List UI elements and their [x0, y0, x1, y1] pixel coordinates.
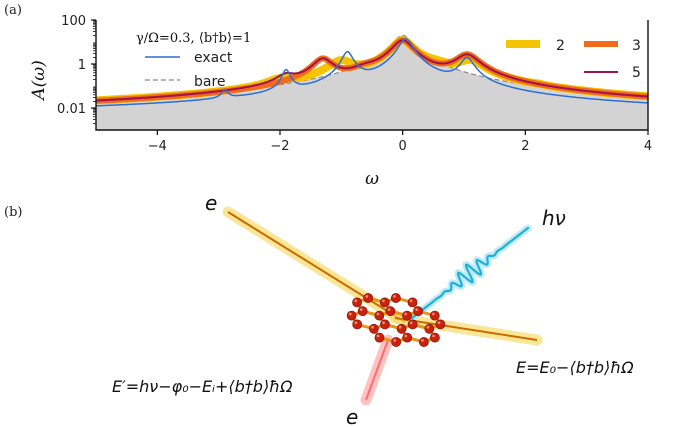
legend-exact: exact	[194, 50, 233, 66]
atom-highlight	[371, 325, 374, 329]
panel-b-label: (b)	[4, 205, 22, 220]
legend-bare: bare	[194, 74, 226, 90]
y-axis-label: A(ω)	[29, 60, 49, 101]
axes: −4 −2 0 2 4 0.01 1 100	[57, 14, 652, 154]
y-tick-label: 100	[61, 14, 86, 29]
atom-highlight	[348, 312, 352, 316]
atom-highlight	[409, 321, 413, 325]
atom-highlight	[398, 325, 402, 329]
atom-highlight	[421, 339, 424, 342]
axes-frame	[95, 20, 649, 131]
y-tick-label: 1	[78, 58, 86, 73]
atom-highlight	[432, 334, 435, 338]
lattice-atom	[424, 323, 435, 334]
series-bare-fill	[96, 35, 648, 130]
electron-out-label: e	[346, 405, 358, 427]
lattice-atom	[413, 306, 424, 317]
legend-3: 3	[632, 38, 641, 54]
atom-highlight	[382, 299, 385, 303]
x-tick-label: −2	[270, 139, 289, 154]
lattice-atom	[374, 332, 385, 343]
series-5-line	[96, 39, 648, 102]
lattice-atom	[346, 310, 357, 321]
lattice-atom	[357, 306, 368, 317]
lattice-atom	[396, 323, 407, 334]
series-exact-line	[96, 38, 648, 107]
legend-5: 5	[632, 65, 641, 81]
electron-in-label: e	[205, 191, 217, 215]
photon-label: hν	[542, 206, 566, 230]
lattice-atom	[363, 293, 374, 303]
y-tick-label: 0.01	[57, 102, 86, 117]
panel-a-label: (a)	[4, 3, 22, 18]
x-tick-label: 4	[644, 139, 652, 154]
atom-highlight	[387, 308, 391, 311]
x-tick-label: 2	[521, 139, 529, 154]
energy-prime-equation: E′=hν−φ₀−Eᵢ+⟨b†b⟩ħΩ	[112, 377, 293, 396]
lattice-atom	[402, 310, 412, 321]
atom-highlight	[431, 312, 435, 316]
atom-highlight	[404, 334, 408, 338]
lattice-atom	[390, 293, 401, 303]
lattice-atom	[435, 319, 446, 330]
parameter-annotation: γ/Ω=0.3, ⟨b†b⟩=1	[136, 31, 251, 46]
lattice-atom	[391, 337, 402, 347]
lattice-atom	[352, 297, 362, 308]
graphene-lattice	[346, 293, 446, 347]
electron-out-beam	[394, 317, 538, 341]
series-layer	[96, 34, 648, 130]
atom-highlight	[393, 295, 396, 298]
photoemission-diagram: e e hν E=E₀−⟨b†b⟩ħΩ E′=hν−φ₀−Eᵢ+⟨b†b⟩ħΩ	[112, 191, 634, 427]
lattice-atom	[402, 332, 413, 343]
atom-highlight	[359, 308, 363, 311]
atom-highlight	[354, 321, 358, 325]
lattice-atom	[385, 306, 396, 317]
lattice-atom	[407, 319, 418, 330]
lattice-atom	[368, 323, 379, 334]
lattice-atom	[429, 310, 440, 321]
lattice-atom	[380, 319, 390, 330]
atom-highlight	[376, 312, 380, 316]
atom-highlight	[376, 334, 380, 338]
lattice-atom	[430, 332, 440, 343]
lattice-atom	[374, 310, 385, 321]
atom-highlight	[409, 299, 413, 303]
atom-highlight	[354, 299, 358, 303]
lattice-atom	[418, 337, 429, 347]
legend-2: 2	[556, 38, 565, 54]
emitted-electron	[365, 339, 389, 401]
lattice-atom	[407, 297, 418, 308]
atom-highlight	[382, 321, 385, 325]
electron-in-beam	[227, 211, 406, 323]
x-axis-label: ω	[365, 169, 379, 189]
energy-out-equation: E=E₀−⟨b†b⟩ħΩ	[516, 358, 634, 377]
atom-highlight	[404, 312, 408, 316]
atom-highlight	[437, 321, 441, 325]
photon-wave	[408, 224, 532, 322]
atom-highlight	[393, 339, 397, 342]
lattice-atom	[352, 319, 363, 330]
x-tick-label: −4	[148, 139, 167, 154]
x-tick-label: 0	[399, 139, 407, 154]
lattice-atom	[379, 297, 390, 308]
atom-highlight	[426, 325, 430, 329]
atom-highlight	[415, 308, 419, 311]
atom-highlight	[365, 295, 369, 298]
